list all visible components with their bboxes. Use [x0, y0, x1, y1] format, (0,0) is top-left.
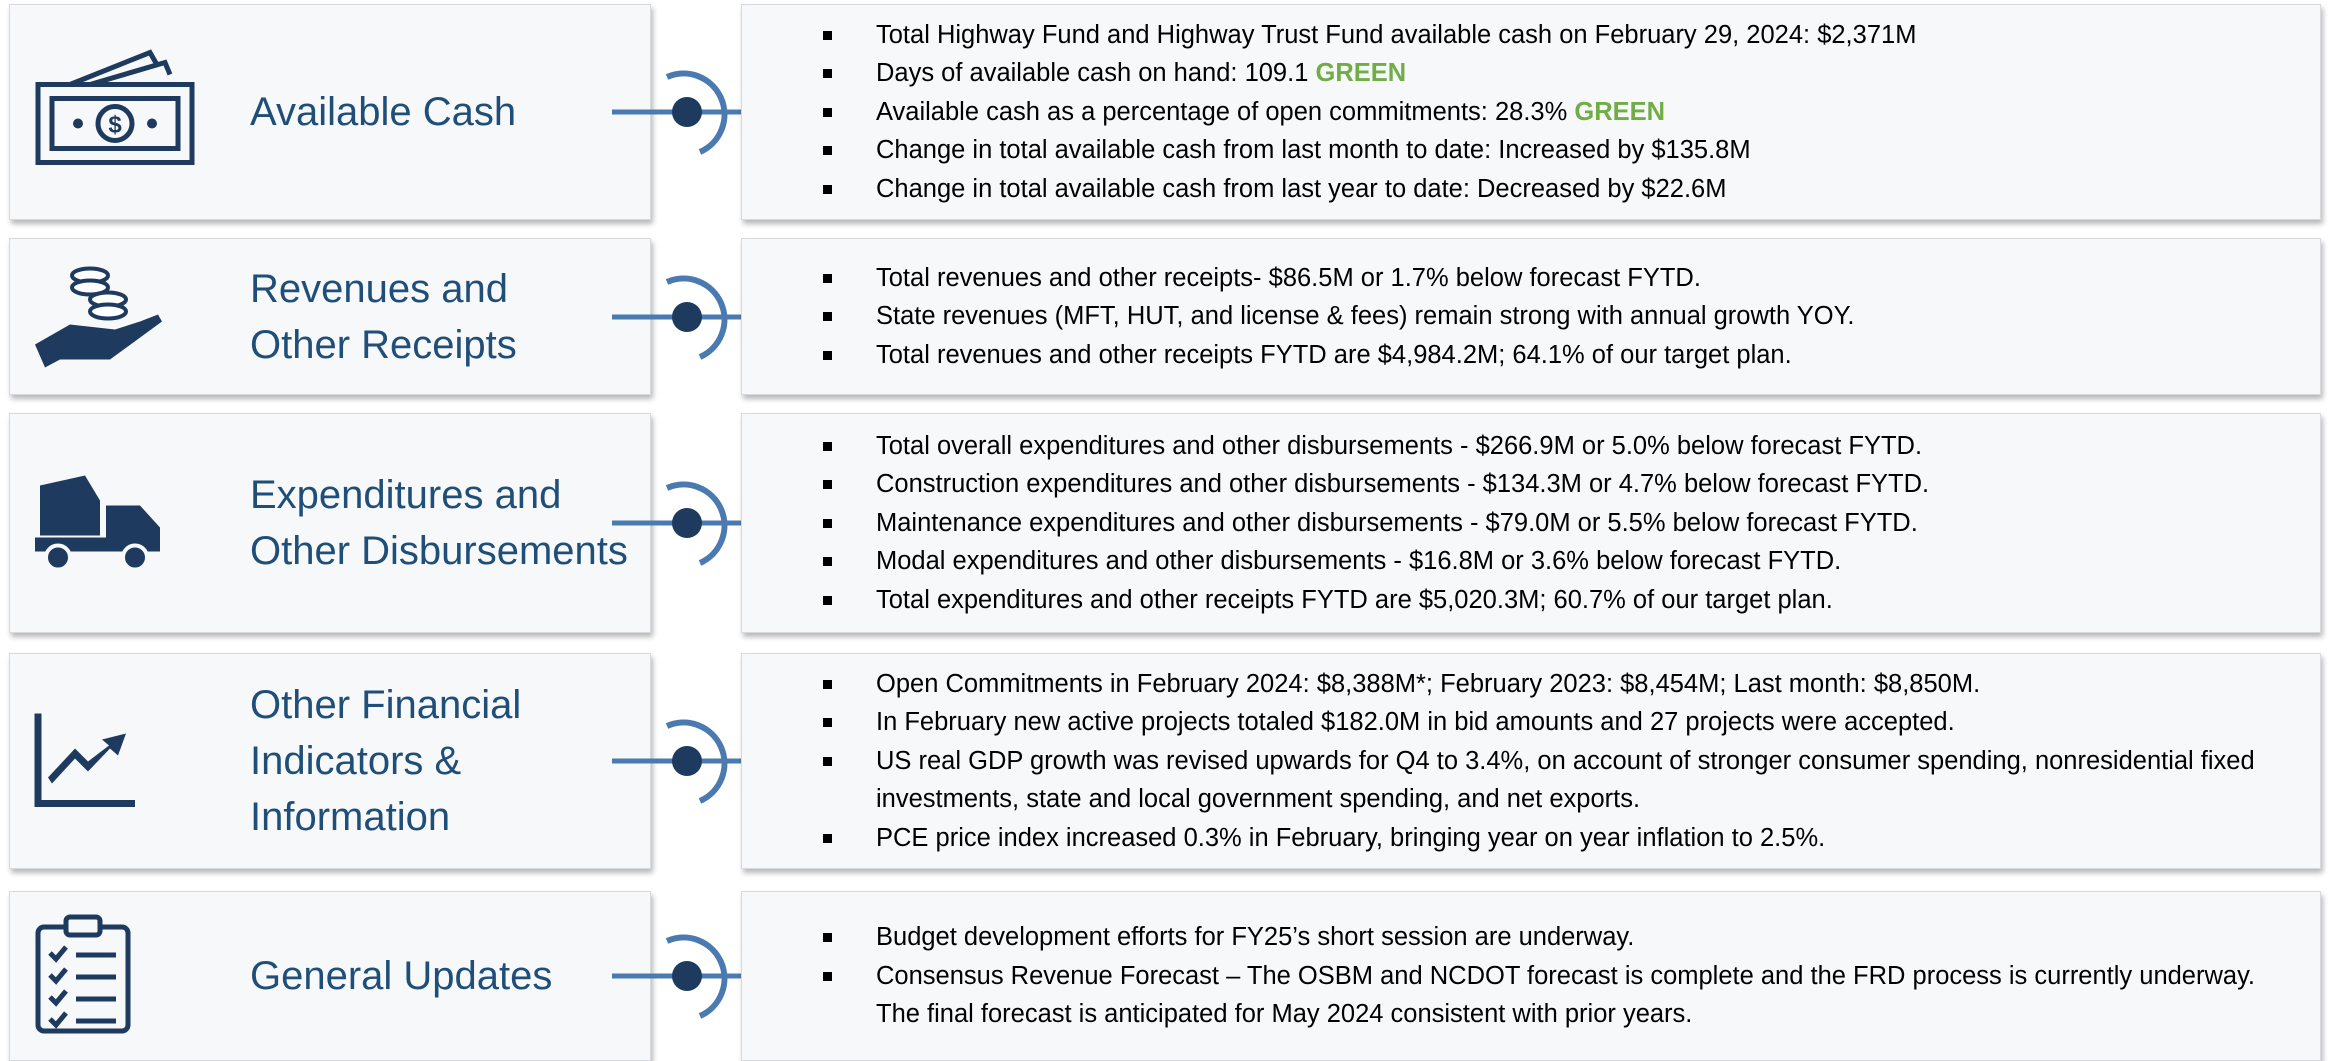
connector — [612, 52, 772, 172]
section-card: $ Available Cash — [9, 4, 651, 220]
bullet: In February new active projects totaled … — [742, 703, 2300, 742]
detail-card: Budget development efforts for FY25’s sh… — [741, 891, 2321, 1061]
title-line: Other Financial — [250, 683, 522, 727]
bullet: Budget development efforts for FY25’s sh… — [742, 918, 2300, 957]
section-title: Other Financial Indicators & Information — [250, 677, 521, 845]
bullet: Total Highway Fund and Highway Trust Fun… — [742, 16, 2300, 55]
title-line: Information — [250, 795, 451, 839]
connector — [612, 916, 772, 1036]
bullet: Total expenditures and other receipts FY… — [742, 581, 2300, 620]
title-line: Other Disbursements — [250, 529, 628, 573]
detail-card: Total overall expenditures and other dis… — [741, 413, 2321, 633]
section-title: Expenditures and Other Disbursements — [250, 467, 628, 579]
bullet: Construction expenditures and other disb… — [742, 465, 2300, 504]
section-title: General Updates — [250, 948, 552, 1004]
icon — [30, 259, 180, 374]
status: GREEN — [1574, 97, 1666, 126]
bullet-text: Available cash as a percentage of open c… — [876, 97, 1568, 126]
icon: $ — [30, 45, 200, 180]
bullet: State revenues (MFT, HUT, and license & … — [742, 297, 2300, 336]
status: GREEN — [1315, 59, 1407, 88]
bullet-text: Days of available cash on hand: 109.1 — [876, 59, 1309, 88]
bullet: Days of available cash on hand: 109.1 GR… — [742, 54, 2300, 93]
bullet: Modal expenditures and other disbursemen… — [742, 542, 2300, 581]
title-line: Available Cash — [250, 90, 517, 134]
bullet: Consensus Revenue Forecast – The OSBM an… — [742, 957, 2300, 1034]
bullet: Change in total available cash from last… — [742, 170, 2300, 209]
title-line: Revenues and — [250, 266, 508, 311]
section-card: Revenues and Other Receipts — [9, 238, 651, 395]
bullet: Open Commitments in February 2024: $8,38… — [742, 665, 2300, 704]
icon — [30, 466, 170, 581]
section-title: Available Cash — [250, 84, 516, 140]
bullet: Available cash as a percentage of open c… — [742, 93, 2300, 132]
bullet: Maintenance expenditures and other disbu… — [742, 504, 2300, 543]
detail-card: Total Highway Fund and Highway Trust Fun… — [741, 4, 2321, 220]
icon — [30, 704, 150, 819]
section-title: Revenues and Other Receipts — [250, 261, 517, 373]
title-line: Other Receipts — [250, 322, 517, 367]
title-line: Expenditures and — [250, 473, 562, 517]
bullet: Change in total available cash from last… — [742, 131, 2300, 170]
title-line: General Updates — [250, 954, 553, 998]
bullet: Total overall expenditures and other dis… — [742, 427, 2300, 466]
section-card: Expenditures and Other Disbursements — [9, 413, 651, 633]
title-line: Indicators & — [250, 739, 462, 783]
bullet: PCE price index increased 0.3% in Februa… — [742, 819, 2300, 858]
bullet: Total revenues and other receipts- $86.5… — [742, 259, 2300, 298]
detail-card: Total revenues and other receipts- $86.5… — [741, 238, 2321, 395]
icon — [30, 911, 140, 1041]
bullet: Total revenues and other receipts FYTD a… — [742, 336, 2300, 375]
bullet: US real GDP growth was revised upwards f… — [742, 742, 2300, 819]
section-card: General Updates — [9, 891, 651, 1061]
section-card: Other Financial Indicators & Information — [9, 653, 651, 869]
detail-card: Open Commitments in February 2024: $8,38… — [741, 653, 2321, 869]
svg-text:$: $ — [108, 112, 122, 139]
